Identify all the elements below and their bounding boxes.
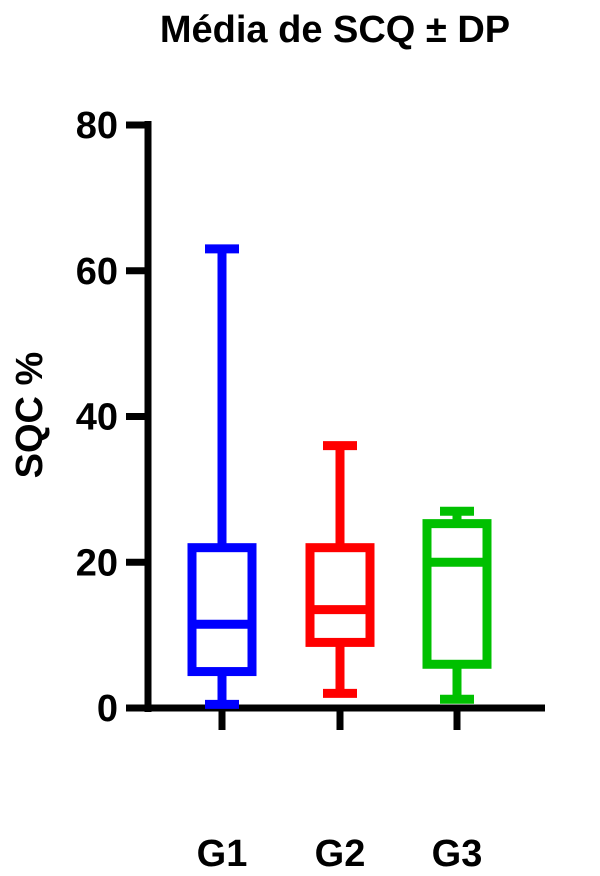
category-label-g3: G3 xyxy=(432,833,483,875)
box-group xyxy=(187,244,492,709)
y-tick-label: 60 xyxy=(76,251,118,293)
y-tick-label: 0 xyxy=(97,688,118,730)
category-label-g1: G1 xyxy=(197,833,248,875)
y-tick-label: 40 xyxy=(76,397,118,439)
y-tick-label: 80 xyxy=(76,105,118,147)
y-tick-label: 20 xyxy=(76,542,118,584)
y-axis: 0 20 40 60 80 xyxy=(76,105,152,730)
box-g3 xyxy=(422,506,492,704)
category-labels: G1 G2 G3 xyxy=(197,833,483,875)
iqr-box xyxy=(187,543,257,677)
iqr-box xyxy=(305,543,375,647)
box-g1 xyxy=(187,244,257,709)
chart-title: Média de SCQ ± DP xyxy=(160,9,510,51)
iqr-box xyxy=(422,519,492,669)
y-axis-label: SQC % xyxy=(9,352,51,479)
x-axis xyxy=(144,704,545,730)
category-label-g2: G2 xyxy=(315,833,366,875)
box-g2 xyxy=(305,441,375,698)
